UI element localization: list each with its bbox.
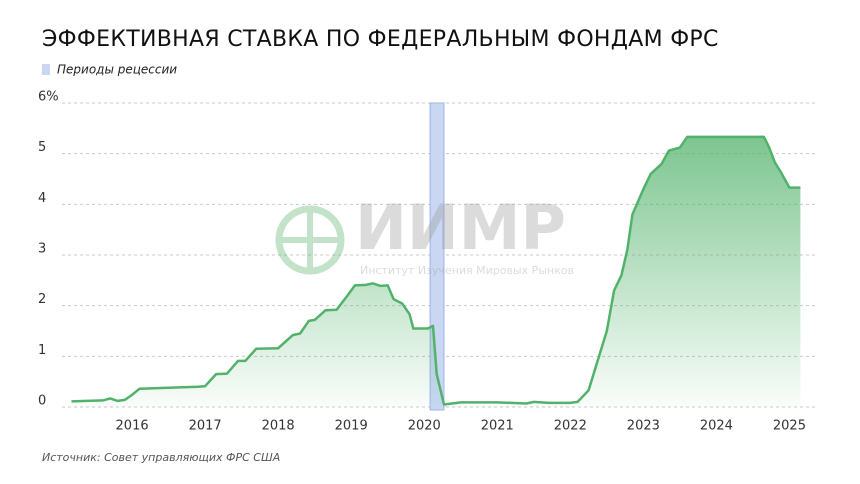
watermark: ИИМР Институт Изучения Мировых Рынков bbox=[275, 191, 574, 277]
x-tick-label: 2016 bbox=[116, 419, 149, 434]
area bbox=[71, 136, 801, 407]
y-tick-label: 2 bbox=[38, 292, 46, 307]
y-tick-label: 1 bbox=[38, 343, 46, 358]
x-tick-label: 2018 bbox=[262, 419, 295, 434]
line bbox=[71, 135, 801, 406]
chart-title: ЭФФЕКТИВНАЯ СТАВКА ПО ФЕДЕРАЛЬНЫМ ФОНДАМ… bbox=[42, 27, 719, 52]
y-tick-label: 5 bbox=[38, 140, 46, 155]
watermark-logo bbox=[275, 205, 345, 275]
x-tick-label: 2019 bbox=[335, 419, 368, 434]
x-tick-label: 2022 bbox=[554, 419, 587, 434]
x-tick-label: 2020 bbox=[408, 419, 441, 434]
x-tick-label: 2025 bbox=[773, 419, 806, 434]
x-tick-label: 2024 bbox=[700, 419, 733, 434]
legend-swatch bbox=[42, 64, 50, 75]
y-tick-label: 0 bbox=[38, 394, 46, 409]
watermark-subtitle: Институт Изучения Мировых Рынков bbox=[360, 264, 574, 277]
legend-label: Периоды рецессии bbox=[57, 63, 177, 77]
x-tick-label: 2023 bbox=[627, 419, 660, 434]
x-tick-label: 2021 bbox=[481, 419, 514, 434]
x-tick-label: 2017 bbox=[189, 419, 222, 434]
y-tick-label: 4 bbox=[38, 191, 46, 206]
source: Источник: Совет управляющих ФРС США bbox=[42, 451, 280, 464]
y-tick-label: 3 bbox=[38, 242, 46, 257]
y-tick-label: 6% bbox=[38, 90, 59, 105]
watermark-name: ИИМР bbox=[355, 191, 566, 264]
